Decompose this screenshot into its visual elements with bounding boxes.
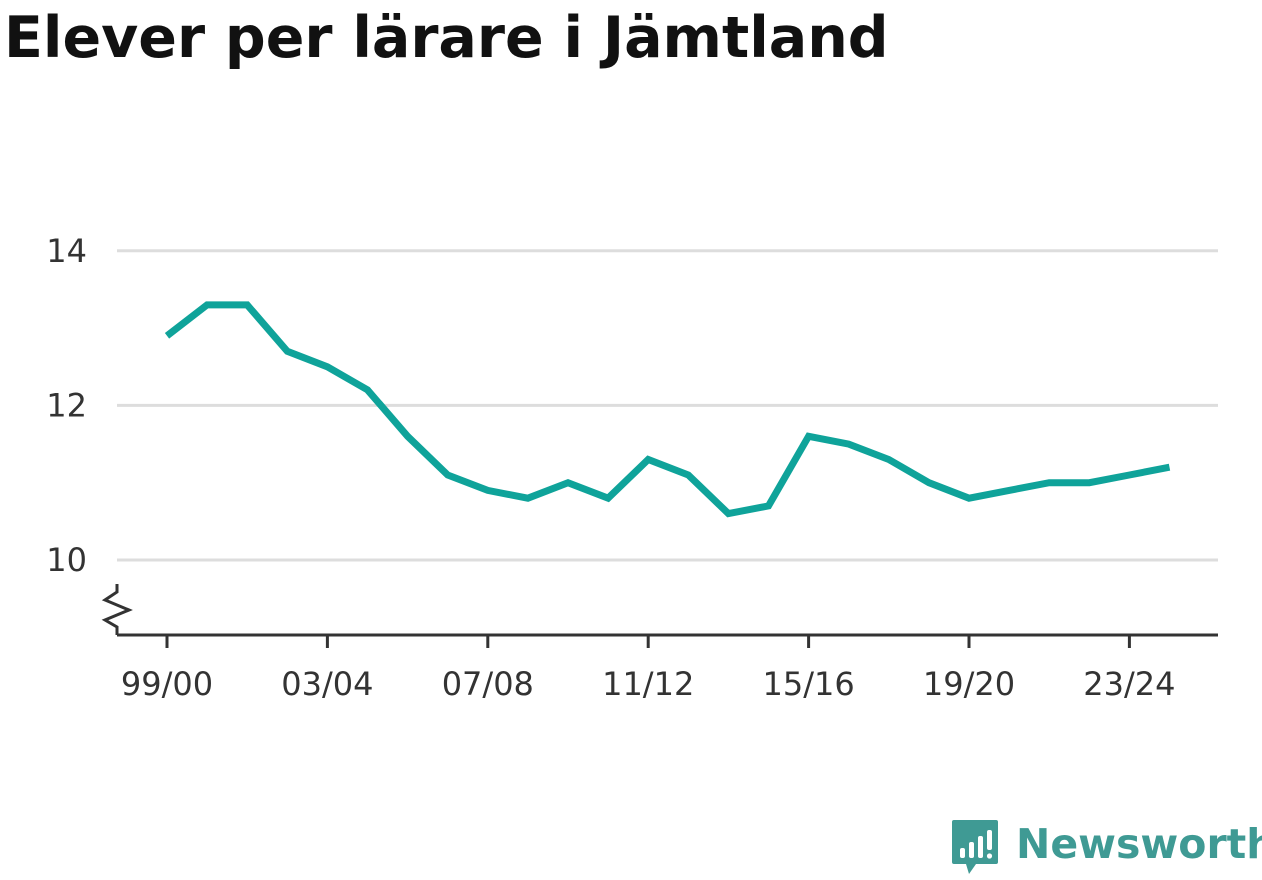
series-line-0 [164, 301, 1171, 518]
y-tick-label-10: 10 [46, 541, 87, 579]
logo-text: Newsworthy [1016, 820, 1262, 868]
axes [101, 584, 1218, 637]
newsworthy-chart-bubble-icon [952, 820, 998, 874]
x-axis-ticks: 99/00 03/04 07/08 11/12 15/16 19/20 23/24 [121, 635, 1176, 703]
newsworthy-logo: Newsworthy [950, 818, 1262, 880]
x-tick-label-11-12: 11/12 [602, 665, 694, 703]
y-tick-label-12: 12 [46, 386, 87, 424]
x-tick-label-03-04: 03/04 [281, 665, 373, 703]
series-lines [164, 301, 1171, 518]
chart-title: Elever per lärare i Jämtland [4, 5, 889, 71]
gridlines [117, 249, 1218, 562]
x-tick-label-07-08: 07/08 [442, 665, 534, 703]
y-axis-break-symbol [101, 584, 133, 635]
x-tick-label-99-00: 99/00 [121, 665, 213, 703]
x-tick-label-19-20: 19/20 [923, 665, 1015, 703]
y-tick-label-14: 14 [46, 232, 87, 270]
y-axis-tick-labels: 10 12 14 [46, 232, 87, 579]
x-tick-label-15-16: 15/16 [762, 665, 854, 703]
x-tick-label-23-24: 23/24 [1083, 665, 1175, 703]
